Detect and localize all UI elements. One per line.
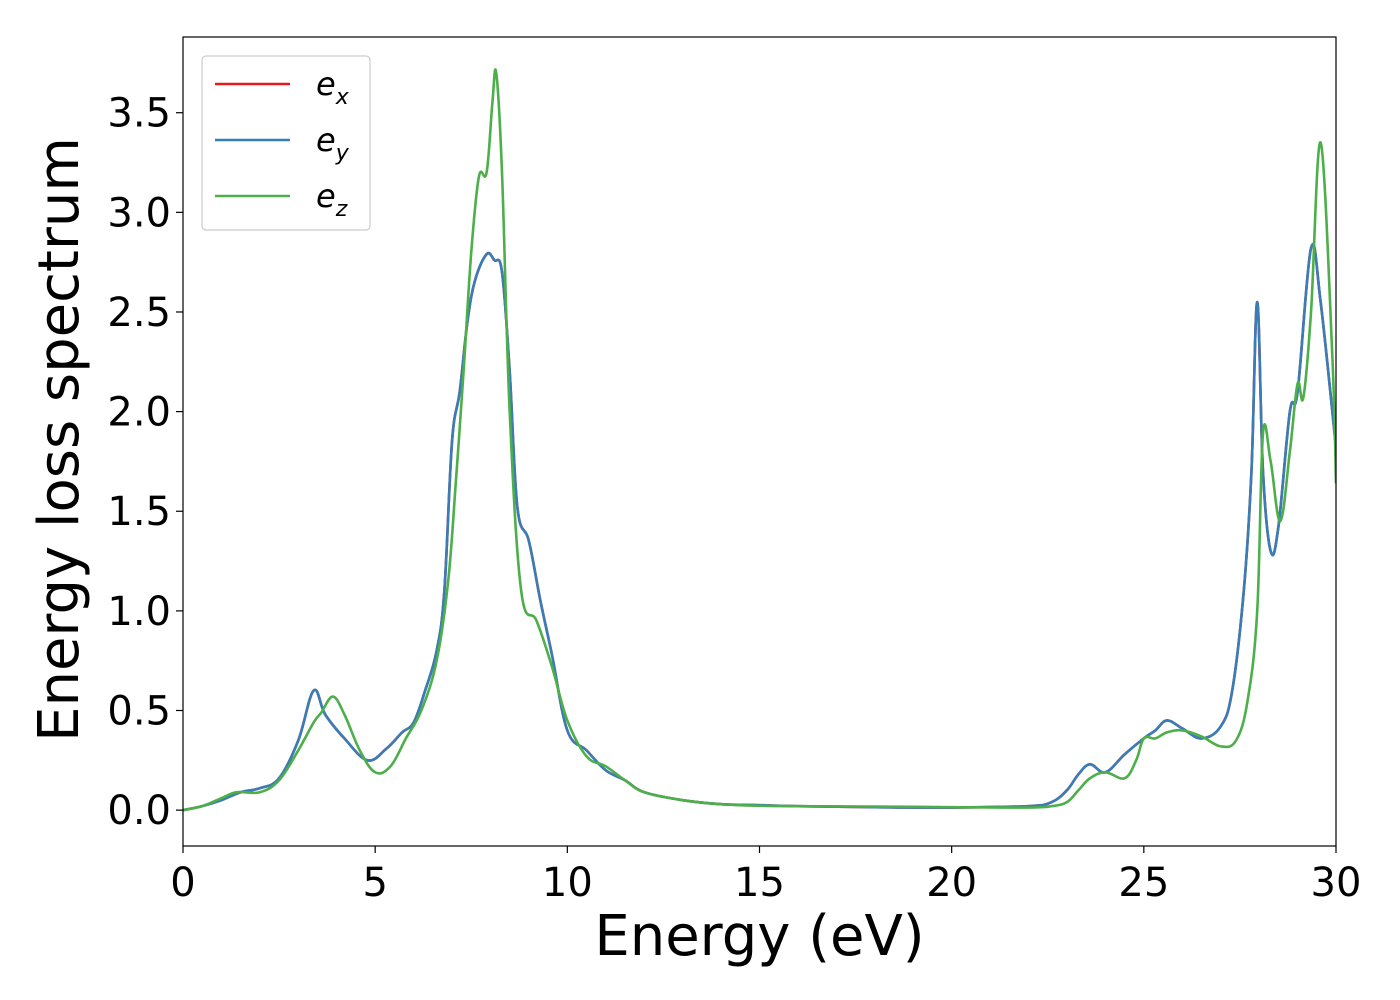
x-axis-title: Energy (eV) [594,904,924,969]
legend: ex ey ez [201,55,371,231]
y-tick-label: 2.5 [107,290,171,336]
y-tick-label: 1.5 [107,489,171,535]
x-axis: 0 5 10 15 20 25 30 [170,846,1361,906]
series-line-ey [183,242,1336,812]
y-axis-title: Energy loss spectrum [27,137,92,742]
y-tick-label: 3.5 [107,91,171,137]
series-line-ez [183,68,1336,812]
legend-label-ex: ex [316,65,350,110]
x-tick-label: 30 [1311,860,1362,906]
y-tick-label: 2.0 [107,390,171,436]
x-tick-label: 15 [734,860,785,906]
series-line-ex [183,242,1336,812]
y-axis: 0.0 0.5 1.0 1.5 2.0 2.5 3.0 3.5 [107,91,183,834]
y-tick-label: 1.0 [107,589,171,635]
x-tick-label: 20 [926,860,977,906]
x-tick-label: 25 [1118,860,1169,906]
legend-box [201,55,371,231]
x-tick-label: 0 [170,860,195,906]
plot-lines [183,68,1336,812]
legend-label-ez: ez [316,177,348,222]
y-tick-label: 0.5 [107,689,171,735]
x-tick-label: 10 [542,860,593,906]
y-tick-label: 0.0 [107,788,171,834]
x-tick-label: 5 [362,860,387,906]
legend-label-ey: ey [316,121,350,166]
y-tick-label: 3.0 [107,190,171,236]
